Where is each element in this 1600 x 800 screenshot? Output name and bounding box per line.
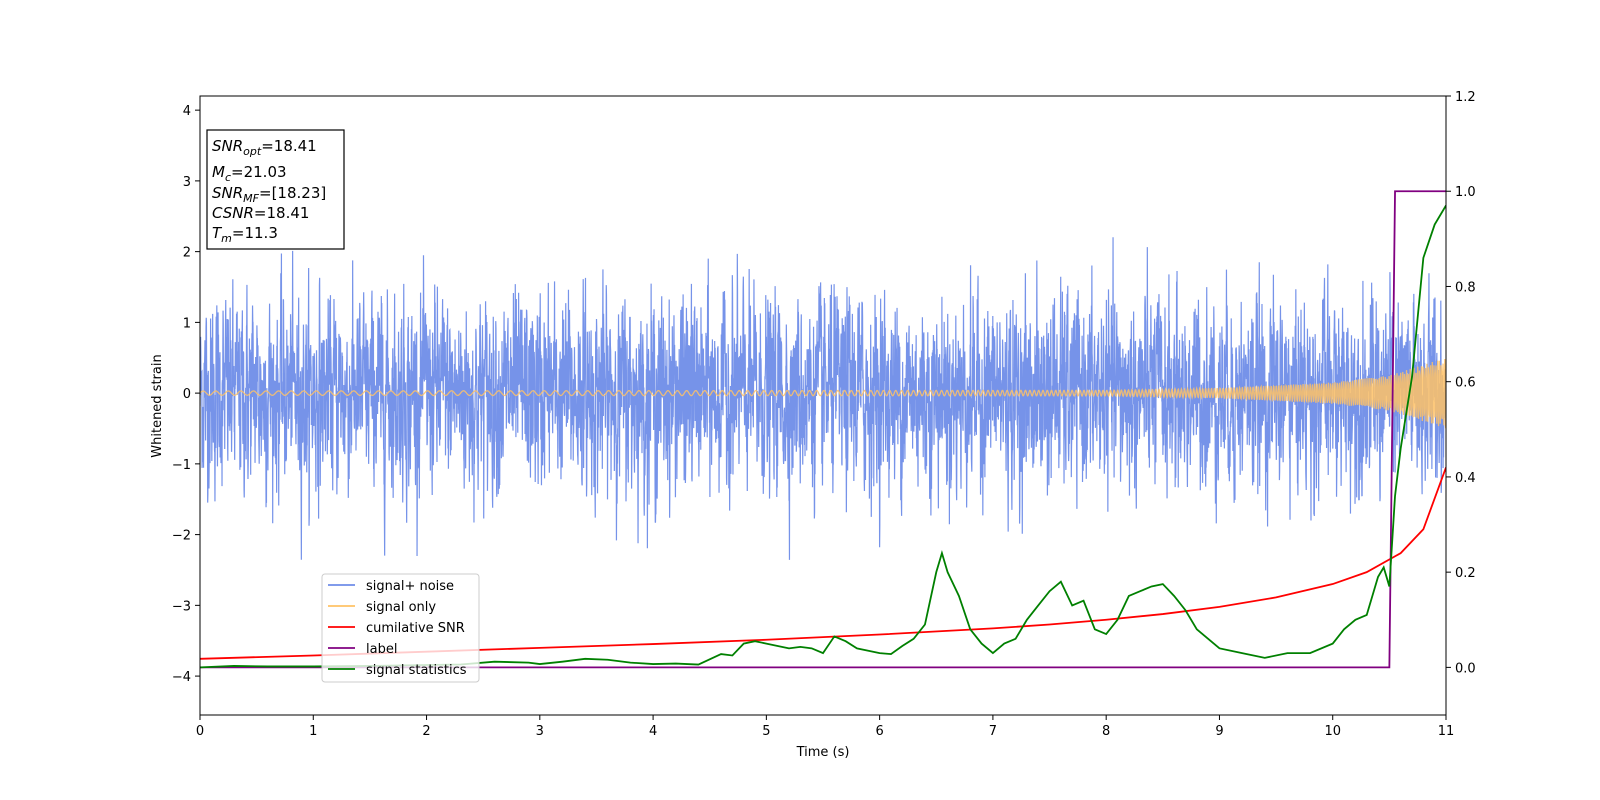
- annotation-line: Mc=21.03: [212, 163, 287, 184]
- legend-label: signal only: [366, 600, 436, 615]
- stats-annotation-box: SNRopt=18.41 Mc=21.03SNRMF=[18.23]CSNR=18…: [206, 129, 345, 250]
- y-left-tick-label: 3: [183, 175, 191, 190]
- legend-label: signal+ noise: [366, 579, 454, 594]
- y-left-tick-label: −2: [172, 529, 191, 544]
- x-tick-label: 0: [196, 724, 204, 739]
- series-label: [200, 190, 1446, 669]
- x-tick-label: 8: [1102, 724, 1110, 739]
- y-right-tick-label: 0.6: [1455, 376, 1476, 391]
- y-axis-label: Whitened strain: [150, 354, 165, 457]
- y-left-tick-label: −3: [172, 599, 191, 614]
- y-right-tick-label: 0.0: [1455, 661, 1476, 676]
- x-tick-label: 6: [875, 724, 883, 739]
- x-tick-label: 7: [989, 724, 997, 739]
- y-axis-left: 4 3 2 1 0 −1 −2 −3 −4: [172, 104, 200, 685]
- y-left-tick-label: 1: [183, 316, 191, 331]
- y-left-tick-label: −4: [172, 670, 191, 685]
- x-tick-label: 1: [309, 724, 317, 739]
- annotation-line: Tm=11.3: [212, 224, 278, 245]
- plot-frame: [199, 95, 1447, 716]
- legend-label: signal statistics: [366, 663, 467, 678]
- y-right-tick-label: 1.0: [1455, 185, 1476, 200]
- x-tick-label: 2: [422, 724, 430, 739]
- series-cumulative-snr: [200, 467, 1446, 660]
- x-axis-label: Time (s): [796, 745, 850, 760]
- annotation-frame: [206, 129, 345, 250]
- legend-label: label: [366, 642, 397, 657]
- legend: signal+ noise signal only cumilative SNR la…: [321, 573, 480, 683]
- series-signal-only: [200, 358, 1446, 429]
- y-axis-right: 1.2 1.0 0.8 0.6 0.4 0.2 0.0: [1446, 90, 1476, 676]
- x-tick-label: 3: [536, 724, 544, 739]
- y-right-tick-label: 0.2: [1455, 566, 1476, 581]
- y-left-tick-label: 0: [183, 387, 191, 402]
- x-axis: 0 1 2 3 4 5 6 7 8 9 10 11: [196, 715, 1454, 739]
- series-signal-noise: [200, 237, 1446, 560]
- plot-area: [200, 190, 1446, 669]
- y-left-tick-label: 2: [183, 246, 191, 261]
- x-tick-label: 10: [1324, 724, 1341, 739]
- x-tick-label: 11: [1438, 724, 1455, 739]
- x-tick-label: 4: [649, 724, 657, 739]
- annotation-line: SNRopt=18.41: [212, 137, 317, 158]
- legend-frame: [321, 573, 480, 683]
- y-right-tick-label: 0.4: [1455, 471, 1476, 486]
- y-left-tick-label: 4: [183, 104, 191, 119]
- annotation-line: SNRMF=[18.23]: [212, 184, 326, 205]
- y-right-tick-label: 1.2: [1455, 90, 1476, 105]
- x-tick-label: 9: [1215, 724, 1223, 739]
- y-right-tick-label: 0.8: [1455, 280, 1476, 295]
- annotation-line: CSNR=18.41: [212, 204, 309, 222]
- x-tick-label: 5: [762, 724, 770, 739]
- series-signal-statistics: [200, 205, 1446, 669]
- legend-label: cumilative SNR: [366, 621, 465, 636]
- y-left-tick-label: −1: [172, 458, 191, 473]
